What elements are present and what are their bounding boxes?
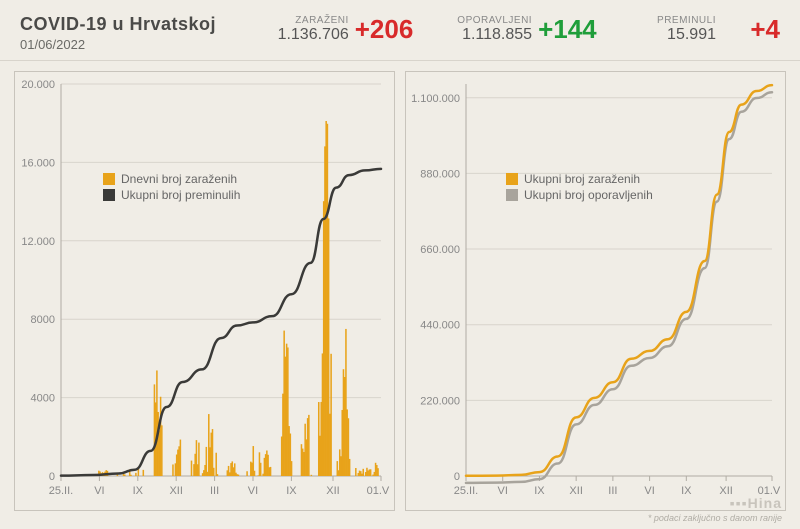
chart-right-legend: Ukupni broj zaraženih Ukupni broj oporavl… xyxy=(506,172,653,204)
chart-left: 0 4000 8000 12.000 16.000 20.000 25.II. VI IX XII… xyxy=(14,71,395,511)
svg-text:III: III xyxy=(608,485,617,497)
svg-text:VI: VI xyxy=(498,485,508,497)
stat-delta: +206 xyxy=(355,14,414,45)
page-date: 01/06/2022 xyxy=(20,37,230,52)
svg-text:16.000: 16.000 xyxy=(21,157,55,169)
legend-label: Ukupni broj zaraženih xyxy=(524,172,640,186)
svg-text:0: 0 xyxy=(454,471,460,483)
svg-text:XII: XII xyxy=(326,485,339,497)
header: COVID-19 u Hrvatskoj 01/06/2022 ZARAŽENI… xyxy=(0,0,800,61)
legend-item: Ukupni broj oporavljenih xyxy=(506,188,653,202)
legend-swatch xyxy=(506,173,518,185)
svg-text:XII: XII xyxy=(569,485,582,497)
svg-text:VI: VI xyxy=(644,485,654,497)
svg-text:III: III xyxy=(210,485,219,497)
stat-recovered: OPORAVLJENI 1.118.855 +144 xyxy=(413,14,596,45)
svg-text:25.II.: 25.II. xyxy=(454,485,478,497)
svg-text:660.000: 660.000 xyxy=(420,244,460,256)
svg-text:VI: VI xyxy=(94,485,104,497)
svg-text:880.000: 880.000 xyxy=(420,168,460,180)
chart-left-svg: 0 4000 8000 12.000 16.000 20.000 25.II. VI IX XII… xyxy=(15,72,390,510)
svg-text:25.II.: 25.II. xyxy=(49,485,73,497)
svg-text:1.100.000: 1.100.000 xyxy=(411,93,460,105)
legend-label: Ukupni broj oporavljenih xyxy=(524,188,653,202)
charts-row: 0 4000 8000 12.000 16.000 20.000 25.II. VI IX XII… xyxy=(0,61,800,521)
stat-label: OPORAVLJENI xyxy=(457,15,532,26)
legend-item: Ukupni broj preminulih xyxy=(103,188,240,202)
svg-text:220.000: 220.000 xyxy=(420,395,460,407)
stat-label: PREMINULI xyxy=(657,15,716,26)
page-title: COVID-19 u Hrvatskoj xyxy=(20,14,230,35)
chart-right-svg: 0 220.000 440.000 660.000 880.000 1.100.000 25… xyxy=(406,72,781,510)
stat-label: ZARAŽENI xyxy=(278,15,349,26)
legend-swatch xyxy=(103,189,115,201)
watermark: ▪▪▪Hina xyxy=(730,495,782,511)
svg-text:4000: 4000 xyxy=(31,393,55,405)
stat-infected: ZARAŽENI 1.136.706 +206 xyxy=(230,14,413,45)
svg-text:IX: IX xyxy=(133,485,144,497)
legend-label: Ukupni broj preminulih xyxy=(121,188,240,202)
legend-swatch xyxy=(506,189,518,201)
legend-label: Dnevni broj zaraženih xyxy=(121,172,237,186)
stat-value: 1.136.706 xyxy=(278,26,349,44)
svg-text:IX: IX xyxy=(286,485,297,497)
svg-text:12.000: 12.000 xyxy=(21,236,55,248)
stat-deaths: PREMINULI 15.991 +4 xyxy=(597,14,780,45)
footer-note: * podaci zaključno s danom ranije xyxy=(648,513,782,523)
svg-text:440.000: 440.000 xyxy=(420,320,460,332)
svg-text:XII: XII xyxy=(169,485,182,497)
svg-text:VI: VI xyxy=(248,485,258,497)
stat-value: 15.991 xyxy=(657,26,716,44)
chart-right: 0 220.000 440.000 660.000 880.000 1.100.000 25… xyxy=(405,71,786,511)
legend-swatch xyxy=(103,173,115,185)
title-block: COVID-19 u Hrvatskoj 01/06/2022 xyxy=(20,14,230,52)
svg-text:IX: IX xyxy=(534,485,545,497)
legend-item: Dnevni broj zaraženih xyxy=(103,172,240,186)
svg-text:01.VI.: 01.VI. xyxy=(367,485,390,497)
svg-text:8000: 8000 xyxy=(31,314,55,326)
chart-left-legend: Dnevni broj zaraženih Ukupni broj preminu… xyxy=(103,172,240,204)
svg-text:IX: IX xyxy=(681,485,692,497)
stat-delta: +144 xyxy=(538,14,597,45)
stat-value: 1.118.855 xyxy=(457,26,532,44)
svg-text:0: 0 xyxy=(49,471,55,483)
legend-item: Ukupni broj zaraženih xyxy=(506,172,653,186)
svg-text:20.000: 20.000 xyxy=(21,79,55,91)
stat-delta: +4 xyxy=(722,14,780,45)
